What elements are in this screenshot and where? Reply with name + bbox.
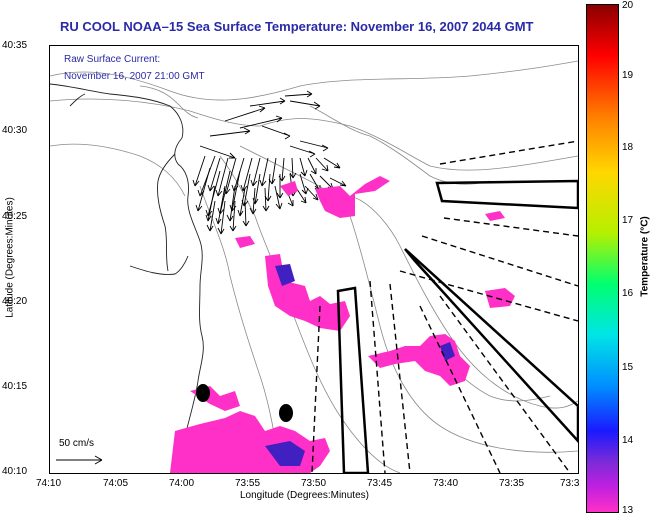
coastline (50, 83, 204, 473)
colorbar-tick-label: 20 (622, 0, 634, 11)
y-tick-label: 40:15 (2, 381, 28, 392)
sst-patch (315, 176, 390, 218)
temperature-colorbar (586, 4, 619, 513)
x-tick-label: 73:50 (301, 478, 327, 489)
current-label-line2: November 16, 2007 21:00 GMT (64, 71, 205, 82)
sst-patch (280, 181, 298, 196)
x-tick-label: 73:40 (433, 478, 459, 489)
x-tick-label: 73:3 (560, 478, 580, 489)
x-tick-label: 74:00 (169, 478, 195, 489)
map-panel[interactable] (49, 45, 579, 474)
x-axis-label: Longitude (Degrees:Minutes) (240, 490, 369, 501)
scale-arrow (56, 455, 103, 465)
x-tick-label: 74:10 (36, 478, 62, 489)
colorbar-tick-label: 19 (622, 70, 634, 81)
scale-label: 50 cm/s (59, 438, 95, 449)
bathymetry-contours (50, 60, 578, 473)
x-tick-label: 74:05 (103, 478, 129, 489)
sst-patch (485, 211, 505, 221)
map-canvas (50, 60, 578, 473)
dashed-lines (311, 140, 578, 473)
radar-site-marker (196, 384, 210, 402)
radar-site-marker (279, 404, 293, 422)
x-tick-label: 73:35 (499, 478, 525, 489)
y-tick-label: 40:20 (2, 296, 28, 307)
colorbar-tick-label: 13 (622, 505, 634, 516)
colorbar-tick-label: 18 (622, 142, 634, 153)
map-title: RU COOL NOAA–15 Sea Surface Temperature:… (60, 19, 534, 34)
y-tick-label: 40:35 (2, 40, 28, 51)
y-tick-label: 40:30 (2, 125, 28, 136)
colorbar-tick-label: 17 (622, 215, 634, 226)
y-axis-label: Latitude (Degrees:Minutes) (4, 197, 16, 318)
sst-patch (275, 264, 295, 286)
sst-patch (240, 428, 255, 444)
y-tick-label: 40:10 (2, 466, 28, 477)
sst-patch (485, 288, 515, 308)
x-tick-label: 73:45 (367, 478, 393, 489)
colorbar-tick-label: 14 (622, 435, 634, 446)
surface-current-vectors (192, 90, 347, 235)
sst-patch (265, 441, 305, 466)
sst-patch (265, 254, 350, 331)
x-tick-label: 73:55 (235, 478, 261, 489)
colorbar-tick-label: 15 (622, 362, 634, 373)
current-label-line1: Raw Surface Current: (64, 54, 161, 65)
colorbar-title: Temperature (°C) (639, 216, 651, 297)
colorbar-tick-label: 16 (622, 288, 634, 299)
shipping-lane-outlines (336, 179, 578, 473)
y-tick-label: 40:25 (2, 211, 28, 222)
sst-patch (235, 236, 255, 248)
